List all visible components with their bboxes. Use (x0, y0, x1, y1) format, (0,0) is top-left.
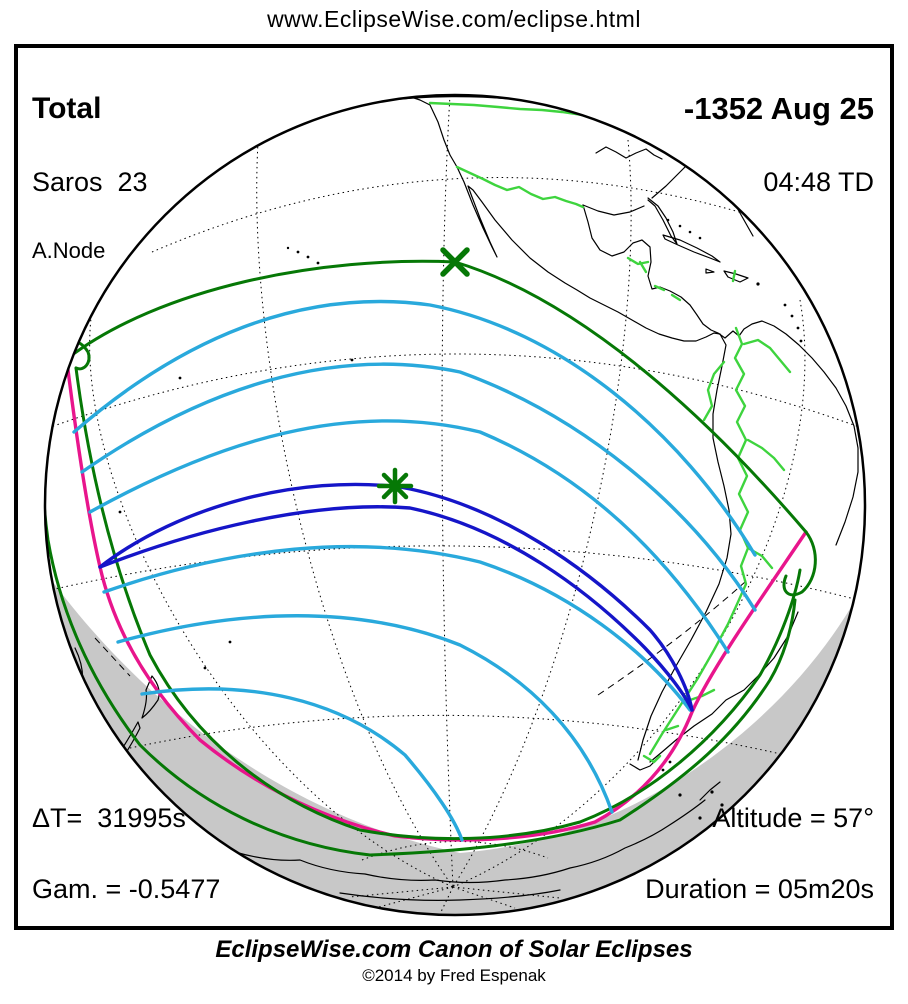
eclipse-info-top-right: -1352 Aug 25 04:48 TD (684, 56, 874, 215)
saros-number: Saros 23 (32, 167, 148, 198)
eclipse-date: -1352 Aug 25 (683, 90, 874, 126)
eclipse-time: 04:48 TD (763, 167, 874, 198)
contact-time-curves (72, 299, 757, 842)
node-type: A.Node (32, 238, 106, 264)
eclipse-info-bottom-right: Altitude = 57° Duration = 05m20s (645, 762, 874, 922)
duration-value: Duration = 05m20s (645, 873, 874, 904)
x-marker (440, 247, 470, 277)
greatest-eclipse-marker (376, 467, 414, 505)
canon-title: EclipseWise.com Canon of Solar Eclipses (215, 936, 693, 963)
delta-t-value: ΔT= 31995s (32, 802, 186, 833)
night-shading (50, 578, 857, 915)
eclipse-type: Total (32, 91, 102, 125)
umbral-path (98, 482, 694, 712)
globe-limb (43, 93, 867, 917)
page-url: www.EclipseWise.com/eclipse.html (267, 6, 641, 32)
altitude-value: Altitude = 57° (712, 802, 874, 833)
eclipse-info-top-left: Total Saros 23 A.Node (32, 56, 148, 282)
gamma-value: Gam. = -0.5477 (32, 873, 221, 904)
copyright: ©2014 by Fred Espenak (362, 966, 546, 985)
eclipse-info-bottom-left: ΔT= 31995s Gam. = -0.5477 (32, 762, 220, 922)
